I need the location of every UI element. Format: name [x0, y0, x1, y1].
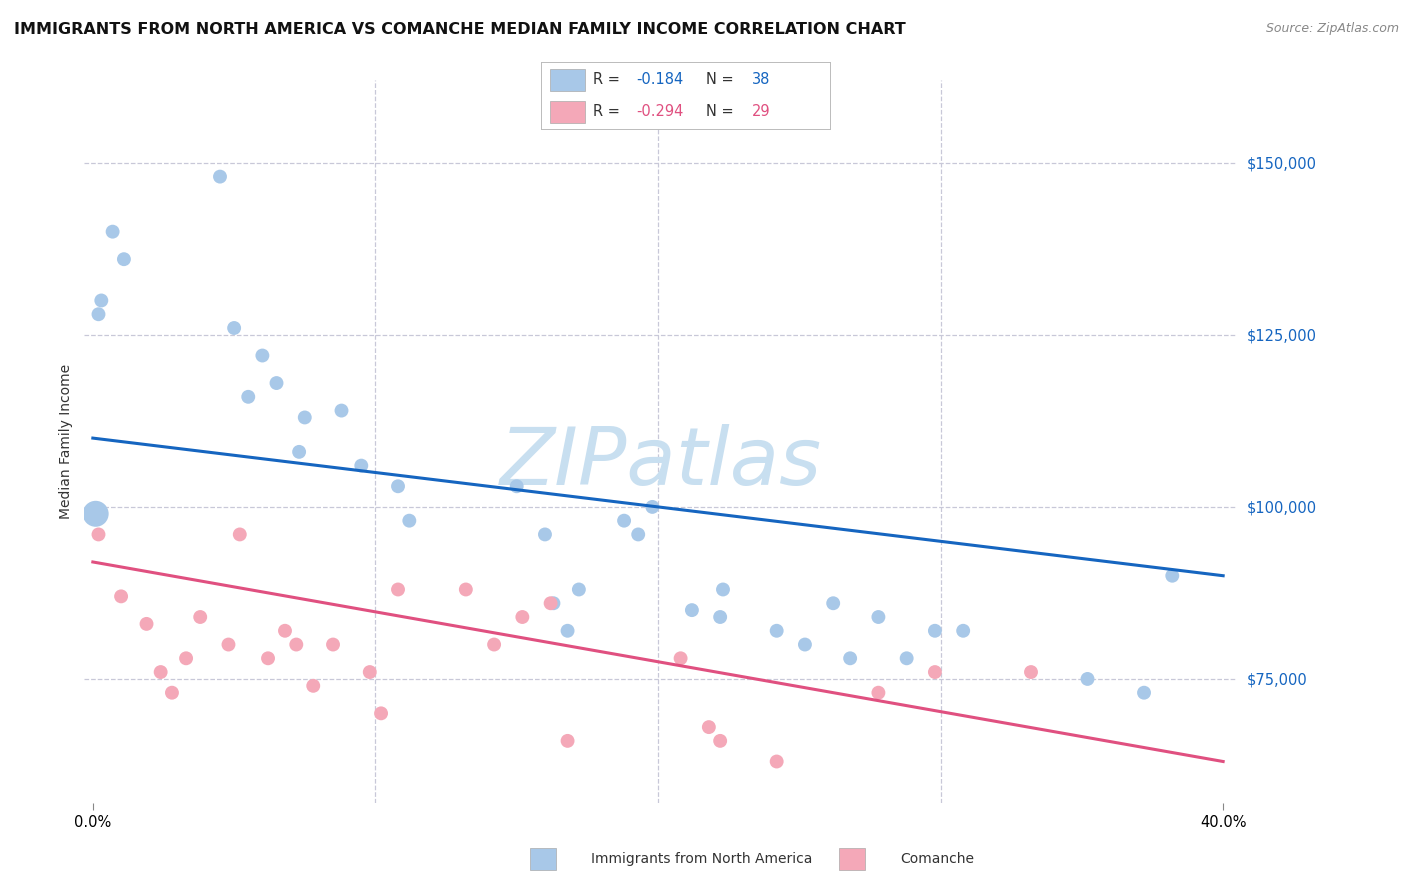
Text: IMMIGRANTS FROM NORTH AMERICA VS COMANCHE MEDIAN FAMILY INCOME CORRELATION CHART: IMMIGRANTS FROM NORTH AMERICA VS COMANCH…: [14, 22, 905, 37]
Point: [506, 479, 529, 493]
Point: [543, 596, 565, 610]
Point: [174, 651, 197, 665]
Point: [218, 638, 240, 652]
Point: [188, 610, 211, 624]
Text: 29: 29: [752, 104, 770, 120]
Point: [302, 679, 325, 693]
Text: N =: N =: [706, 72, 738, 87]
Point: [765, 624, 787, 638]
Point: [101, 225, 124, 239]
Point: [896, 651, 918, 665]
Point: [512, 610, 534, 624]
Text: R =: R =: [593, 72, 624, 87]
Point: [568, 582, 591, 597]
Point: [1019, 665, 1042, 679]
Point: [709, 734, 731, 748]
Point: [627, 527, 650, 541]
Point: [557, 624, 579, 638]
Point: [229, 527, 252, 541]
Point: [454, 582, 477, 597]
Point: [149, 665, 172, 679]
Point: [238, 390, 260, 404]
Point: [330, 403, 353, 417]
Point: [160, 686, 183, 700]
Point: [224, 321, 246, 335]
Point: [135, 616, 157, 631]
Point: [84, 507, 107, 521]
Point: [709, 610, 731, 624]
Point: [482, 638, 505, 652]
Point: [387, 479, 409, 493]
Point: [823, 596, 845, 610]
Text: Source: ZipAtlas.com: Source: ZipAtlas.com: [1265, 22, 1399, 36]
Point: [613, 514, 636, 528]
Point: [1133, 686, 1156, 700]
Point: [350, 458, 373, 473]
Text: -0.184: -0.184: [637, 72, 683, 87]
Point: [90, 293, 112, 308]
Point: [274, 624, 297, 638]
Point: [924, 665, 946, 679]
Point: [765, 755, 787, 769]
Point: [257, 651, 280, 665]
Point: [398, 514, 420, 528]
Text: R =: R =: [593, 104, 624, 120]
Point: [697, 720, 720, 734]
Point: [1076, 672, 1098, 686]
Point: [534, 527, 557, 541]
Point: [359, 665, 381, 679]
Point: [208, 169, 231, 184]
Point: [288, 445, 311, 459]
Point: [711, 582, 734, 597]
Point: [294, 410, 316, 425]
Text: Immigrants from North America: Immigrants from North America: [591, 852, 811, 866]
Point: [868, 610, 890, 624]
Point: [285, 638, 308, 652]
Point: [112, 252, 135, 267]
Point: [266, 376, 288, 390]
Point: [681, 603, 703, 617]
Point: [794, 638, 817, 652]
Point: [322, 638, 344, 652]
FancyBboxPatch shape: [550, 70, 585, 91]
FancyBboxPatch shape: [550, 102, 585, 123]
Point: [868, 686, 890, 700]
Point: [669, 651, 692, 665]
Point: [641, 500, 664, 514]
Text: N =: N =: [706, 104, 738, 120]
Point: [924, 624, 946, 638]
Point: [839, 651, 862, 665]
Point: [87, 307, 110, 321]
Point: [557, 734, 579, 748]
Text: ZIPatlas: ZIPatlas: [499, 425, 823, 502]
Point: [1161, 568, 1184, 582]
Point: [87, 527, 110, 541]
Point: [540, 596, 562, 610]
Y-axis label: Median Family Income: Median Family Income: [59, 364, 73, 519]
Point: [370, 706, 392, 721]
Point: [952, 624, 974, 638]
Text: 38: 38: [752, 72, 770, 87]
Point: [252, 349, 274, 363]
Text: Comanche: Comanche: [900, 852, 974, 866]
Point: [387, 582, 409, 597]
Point: [110, 590, 132, 604]
Text: -0.294: -0.294: [637, 104, 683, 120]
